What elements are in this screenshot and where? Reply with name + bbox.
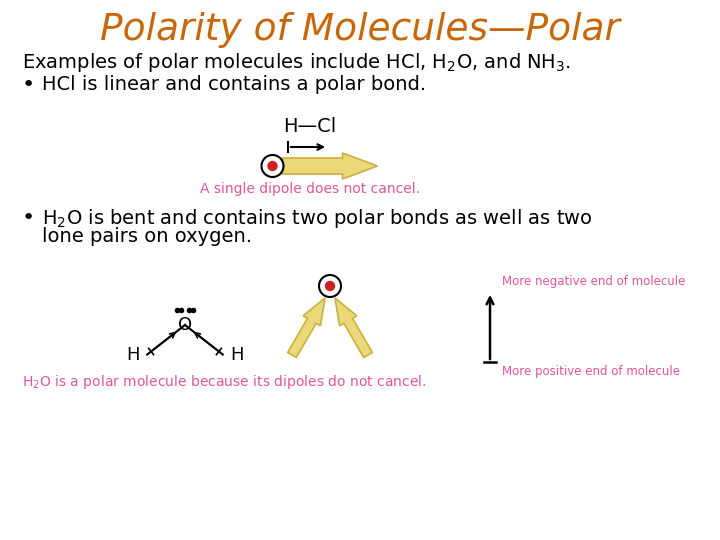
Text: Polarity of Molecules—Polar: Polarity of Molecules—Polar <box>100 12 620 48</box>
Text: H$_2$O is a polar molecule because its dipoles do not cancel.: H$_2$O is a polar molecule because its d… <box>22 373 426 391</box>
Polygon shape <box>288 298 325 357</box>
Text: More positive end of molecule: More positive end of molecule <box>502 366 680 379</box>
Text: •: • <box>22 208 35 228</box>
Text: HCl is linear and contains a polar bond.: HCl is linear and contains a polar bond. <box>42 76 426 94</box>
Text: •: • <box>22 75 35 95</box>
Text: lone pairs on oxygen.: lone pairs on oxygen. <box>42 227 252 246</box>
Text: H—Cl: H—Cl <box>284 118 337 137</box>
Text: H: H <box>230 346 243 363</box>
Polygon shape <box>282 153 377 179</box>
Text: A single dipole does not cancel.: A single dipole does not cancel. <box>200 182 420 196</box>
Text: Examples of polar molecules include HCl, H$_2$O, and NH$_3$.: Examples of polar molecules include HCl,… <box>22 51 571 73</box>
Text: More negative end of molecule: More negative end of molecule <box>502 275 685 288</box>
Circle shape <box>261 155 284 177</box>
Polygon shape <box>335 298 372 357</box>
Text: H: H <box>127 346 140 363</box>
Text: H$_2$O is bent and contains two polar bonds as well as two: H$_2$O is bent and contains two polar bo… <box>42 206 593 230</box>
Circle shape <box>319 275 341 297</box>
Circle shape <box>325 281 335 291</box>
Circle shape <box>268 161 277 171</box>
Text: O: O <box>178 316 192 334</box>
